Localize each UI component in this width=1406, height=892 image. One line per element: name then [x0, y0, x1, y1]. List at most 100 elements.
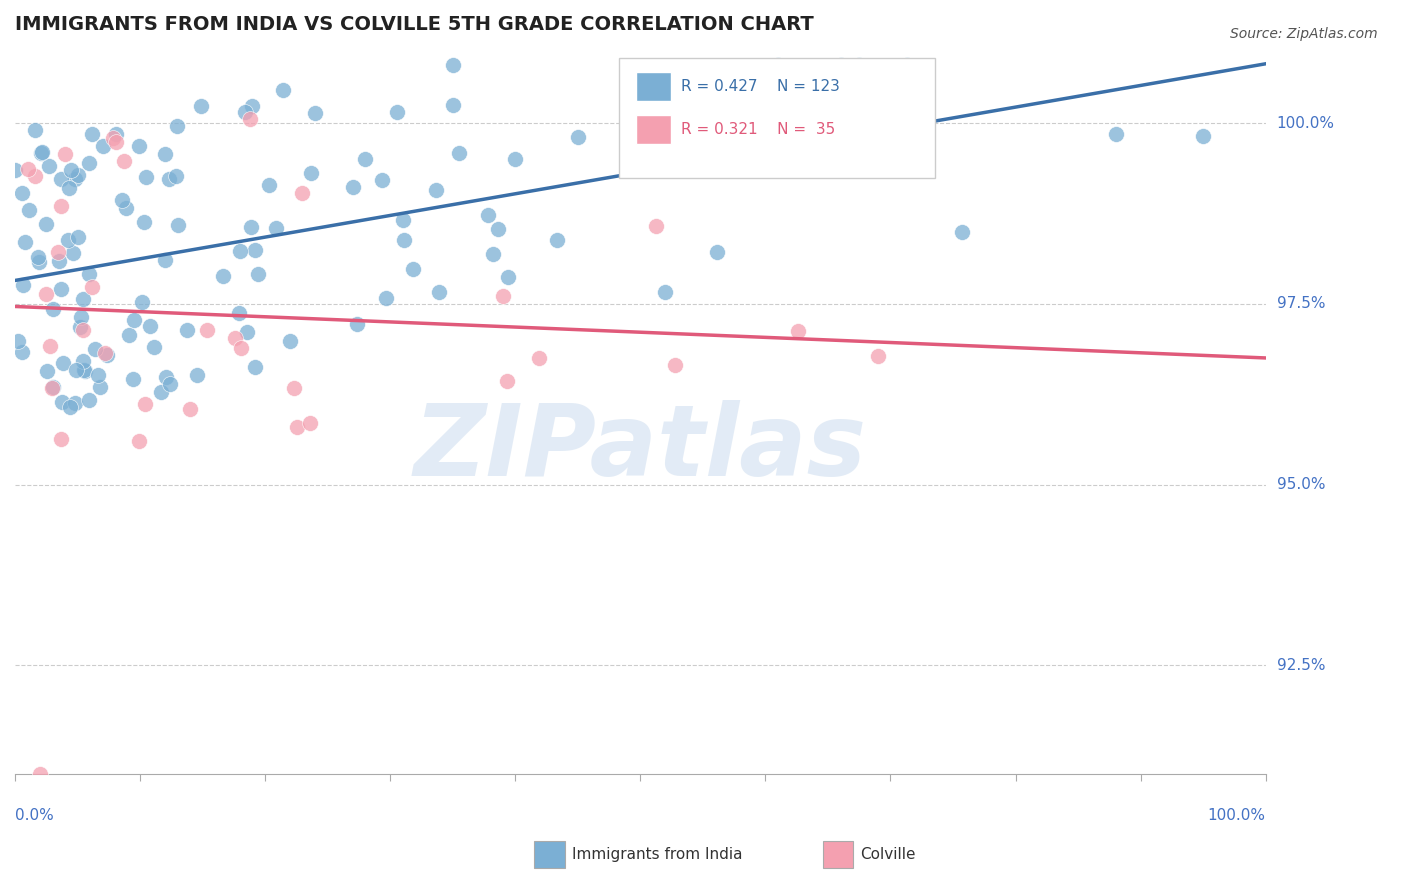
Colville: [35, 287, 58, 301]
Immigrants from India: [482, 247, 505, 261]
Immigrants from India: [278, 334, 301, 348]
Immigrants from India: [841, 140, 863, 154]
Immigrants from India: [4, 162, 27, 177]
Immigrants from India: [128, 138, 150, 153]
Text: Source: ZipAtlas.com: Source: ZipAtlas.com: [1230, 27, 1378, 41]
Immigrants from India: [211, 269, 233, 284]
Immigrants from India: [247, 267, 270, 281]
Colville: [53, 146, 76, 161]
Immigrants from India: [486, 222, 509, 236]
Immigrants from India: [155, 147, 177, 161]
Immigrants from India: [65, 396, 87, 410]
Text: R = 0.427    N = 123: R = 0.427 N = 123: [681, 79, 839, 94]
Text: 100.0%: 100.0%: [1208, 808, 1265, 823]
Immigrants from India: [257, 178, 280, 192]
Immigrants from India: [14, 235, 37, 250]
Immigrants from India: [235, 105, 257, 120]
Immigrants from India: [155, 370, 177, 384]
Immigrants from India: [72, 292, 94, 306]
Immigrants from India: [391, 213, 413, 227]
Colville: [495, 374, 517, 388]
Immigrants from India: [546, 233, 568, 247]
Immigrants from India: [65, 363, 87, 377]
Immigrants from India: [24, 122, 46, 136]
Colville: [128, 434, 150, 448]
Immigrants from India: [104, 128, 127, 142]
Immigrants from India: [77, 155, 100, 169]
Immigrants from India: [69, 310, 91, 324]
Colville: [291, 186, 314, 200]
Immigrants from India: [132, 214, 155, 228]
Colville: [17, 161, 39, 176]
Immigrants from India: [18, 202, 41, 217]
Colville: [299, 416, 322, 430]
Immigrants from India: [301, 166, 323, 180]
Immigrants from India: [240, 220, 263, 235]
Colville: [46, 245, 69, 260]
Immigrants from India: [38, 160, 60, 174]
Immigrants from India: [1104, 127, 1126, 141]
Colville: [24, 169, 46, 183]
Immigrants from India: [266, 221, 288, 235]
Immigrants from India: [950, 225, 973, 239]
Immigrants from India: [11, 278, 34, 293]
Immigrants from India: [794, 87, 817, 102]
Immigrants from India: [87, 368, 110, 382]
Immigrants from India: [830, 58, 852, 72]
Immigrants from India: [77, 268, 100, 282]
Text: Immigrants from India: Immigrants from India: [572, 847, 742, 862]
Immigrants from India: [28, 255, 51, 269]
Immigrants from India: [371, 173, 394, 187]
Immigrants from India: [756, 72, 779, 87]
Immigrants from India: [67, 169, 90, 183]
Colville: [94, 346, 117, 360]
Immigrants from India: [342, 180, 364, 194]
Immigrants from India: [441, 58, 464, 72]
Immigrants from India: [375, 291, 398, 305]
Colville: [492, 288, 515, 302]
Colville: [229, 341, 252, 355]
Immigrants from India: [385, 105, 408, 120]
Immigrants from India: [441, 98, 464, 112]
Immigrants from India: [118, 328, 141, 343]
Colville: [645, 219, 668, 233]
Colville: [197, 323, 219, 337]
Immigrants from India: [496, 270, 519, 285]
Colville: [105, 135, 128, 149]
Immigrants from India: [139, 319, 162, 334]
Text: R = 0.321    N =  35: R = 0.321 N = 35: [681, 122, 835, 136]
Text: ZIPatlas: ZIPatlas: [413, 400, 868, 497]
Colville: [51, 199, 73, 213]
Immigrants from India: [62, 246, 84, 260]
Immigrants from India: [11, 186, 34, 200]
Immigrants from India: [186, 368, 208, 382]
Immigrants from India: [35, 217, 58, 231]
Immigrants from India: [91, 138, 114, 153]
Immigrants from India: [79, 393, 101, 408]
Text: 97.5%: 97.5%: [1277, 296, 1326, 311]
Immigrants from India: [190, 98, 212, 112]
Immigrants from India: [159, 376, 181, 391]
Immigrants from India: [402, 261, 425, 276]
Immigrants from India: [243, 243, 266, 257]
Immigrants from India: [114, 201, 136, 215]
Immigrants from India: [30, 145, 52, 160]
Immigrants from India: [766, 58, 789, 72]
Immigrants from India: [503, 152, 526, 166]
Immigrants from India: [135, 169, 157, 184]
Immigrants from India: [165, 169, 187, 183]
Colville: [866, 349, 889, 363]
Immigrants from India: [111, 193, 134, 207]
Colville: [101, 130, 124, 145]
Immigrants from India: [89, 380, 111, 394]
Immigrants from India: [447, 145, 470, 160]
Immigrants from India: [73, 364, 96, 378]
Colville: [527, 351, 550, 366]
Immigrants from India: [425, 183, 447, 197]
Immigrants from India: [429, 285, 451, 299]
Immigrants from India: [49, 171, 72, 186]
Immigrants from India: [304, 106, 326, 120]
Text: Colville: Colville: [860, 847, 915, 862]
Colville: [224, 331, 246, 345]
Immigrants from India: [354, 153, 377, 167]
